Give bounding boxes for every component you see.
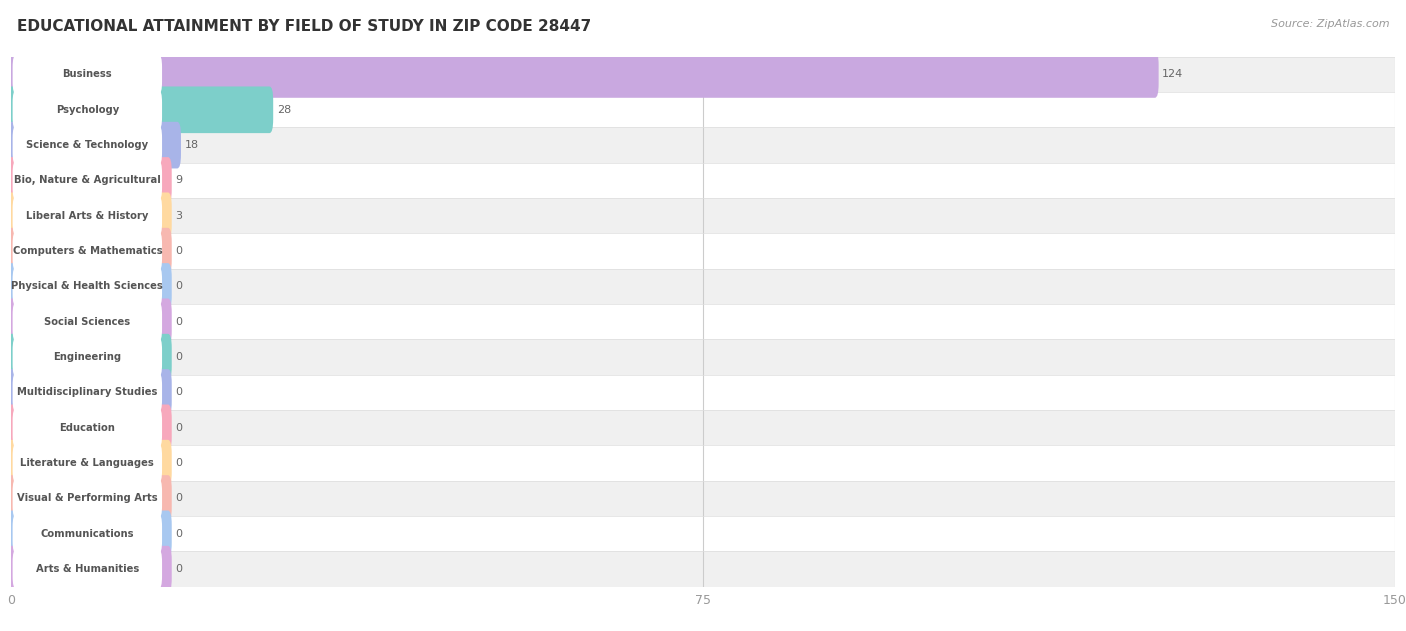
Text: 0: 0 <box>176 458 183 468</box>
FancyBboxPatch shape <box>13 514 162 553</box>
Text: 18: 18 <box>184 140 198 150</box>
FancyBboxPatch shape <box>7 192 172 239</box>
Text: 0: 0 <box>176 529 183 539</box>
Text: Communications: Communications <box>41 529 134 539</box>
Text: 0: 0 <box>176 564 183 574</box>
FancyBboxPatch shape <box>13 90 162 129</box>
Bar <box>11 57 1395 92</box>
FancyBboxPatch shape <box>7 475 172 522</box>
FancyBboxPatch shape <box>7 51 1159 98</box>
FancyBboxPatch shape <box>7 546 172 593</box>
FancyBboxPatch shape <box>13 161 162 200</box>
FancyBboxPatch shape <box>13 196 162 235</box>
FancyBboxPatch shape <box>7 440 172 487</box>
Text: 0: 0 <box>176 387 183 398</box>
Text: Education: Education <box>59 423 115 433</box>
Bar <box>11 551 1395 587</box>
Bar <box>11 304 1395 339</box>
Text: 28: 28 <box>277 105 291 115</box>
Text: 0: 0 <box>176 281 183 292</box>
Bar <box>11 516 1395 551</box>
FancyBboxPatch shape <box>13 267 162 306</box>
Text: Literature & Languages: Literature & Languages <box>21 458 155 468</box>
Text: Physical & Health Sciences: Physical & Health Sciences <box>11 281 163 292</box>
FancyBboxPatch shape <box>13 232 162 271</box>
Text: Science & Technology: Science & Technology <box>27 140 149 150</box>
Text: 124: 124 <box>1163 69 1184 80</box>
FancyBboxPatch shape <box>7 510 172 557</box>
FancyBboxPatch shape <box>7 86 273 133</box>
Text: Psychology: Psychology <box>56 105 120 115</box>
FancyBboxPatch shape <box>13 338 162 377</box>
FancyBboxPatch shape <box>13 479 162 518</box>
Bar <box>11 410 1395 445</box>
Text: Bio, Nature & Agricultural: Bio, Nature & Agricultural <box>14 175 160 186</box>
FancyBboxPatch shape <box>7 404 172 451</box>
Bar <box>11 481 1395 516</box>
FancyBboxPatch shape <box>7 157 172 204</box>
Text: Engineering: Engineering <box>53 352 121 362</box>
Text: 0: 0 <box>176 352 183 362</box>
Text: Arts & Humanities: Arts & Humanities <box>35 564 139 574</box>
FancyBboxPatch shape <box>13 408 162 447</box>
Bar <box>11 233 1395 269</box>
Text: Social Sciences: Social Sciences <box>44 317 131 327</box>
Bar <box>11 163 1395 198</box>
FancyBboxPatch shape <box>7 298 172 345</box>
Text: 0: 0 <box>176 493 183 504</box>
Text: 0: 0 <box>176 317 183 327</box>
FancyBboxPatch shape <box>13 126 162 165</box>
Text: Liberal Arts & History: Liberal Arts & History <box>27 211 149 221</box>
FancyBboxPatch shape <box>7 369 172 416</box>
Text: Visual & Performing Arts: Visual & Performing Arts <box>17 493 157 504</box>
Bar <box>11 92 1395 127</box>
FancyBboxPatch shape <box>7 334 172 380</box>
Text: 0: 0 <box>176 246 183 256</box>
Text: 3: 3 <box>176 211 183 221</box>
FancyBboxPatch shape <box>13 302 162 341</box>
Text: EDUCATIONAL ATTAINMENT BY FIELD OF STUDY IN ZIP CODE 28447: EDUCATIONAL ATTAINMENT BY FIELD OF STUDY… <box>17 19 591 34</box>
Text: Business: Business <box>62 69 112 80</box>
FancyBboxPatch shape <box>7 122 181 168</box>
Text: 9: 9 <box>176 175 183 186</box>
Bar <box>11 198 1395 233</box>
Text: Source: ZipAtlas.com: Source: ZipAtlas.com <box>1271 19 1389 29</box>
Bar <box>11 269 1395 304</box>
FancyBboxPatch shape <box>7 263 172 310</box>
Text: 0: 0 <box>176 423 183 433</box>
FancyBboxPatch shape <box>7 228 172 274</box>
Bar <box>11 445 1395 481</box>
Text: Multidisciplinary Studies: Multidisciplinary Studies <box>17 387 157 398</box>
FancyBboxPatch shape <box>13 550 162 589</box>
Bar <box>11 127 1395 163</box>
Bar <box>11 339 1395 375</box>
FancyBboxPatch shape <box>13 444 162 483</box>
FancyBboxPatch shape <box>13 55 162 94</box>
FancyBboxPatch shape <box>13 373 162 412</box>
Bar <box>11 375 1395 410</box>
Text: Computers & Mathematics: Computers & Mathematics <box>13 246 162 256</box>
